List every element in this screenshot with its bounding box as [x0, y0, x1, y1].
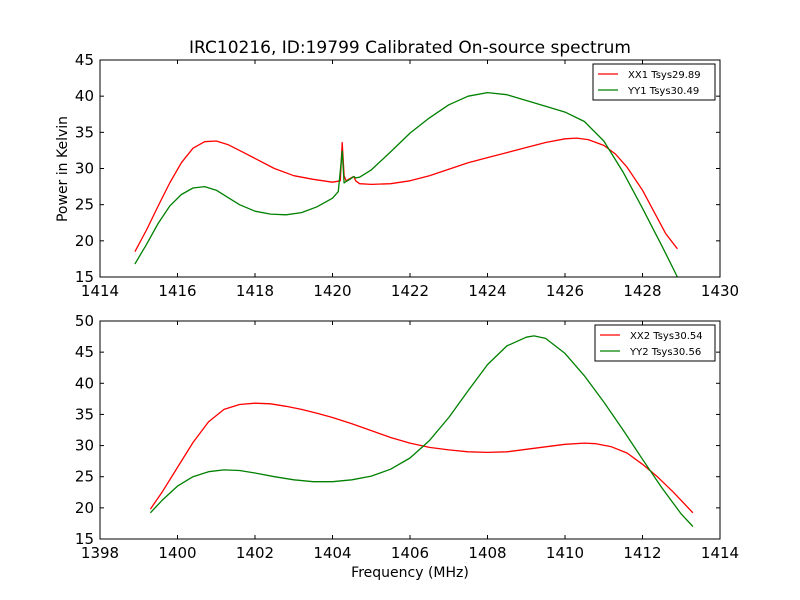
legend-box — [594, 324, 716, 362]
x-tick-label: 1416 — [158, 282, 196, 300]
x-axis-label-bottom: Frequency (MHz) — [351, 565, 469, 581]
legend-label: XX1 Tsys29.89 — [628, 70, 701, 81]
y-tick-label: 20 — [75, 232, 94, 250]
y-tick-label: 15 — [75, 530, 94, 548]
y-tick-label: 40 — [75, 87, 94, 105]
y-tick-label: 45 — [75, 51, 94, 69]
x-tick-label: 1414 — [701, 544, 739, 562]
x-tick-label: 1402 — [236, 544, 274, 562]
x-tick-label: 1418 — [236, 282, 274, 300]
y-tick-label: 45 — [75, 343, 94, 361]
x-tick-label: 1424 — [468, 282, 506, 300]
x-tick-label: 1420 — [313, 282, 351, 300]
legend-label: XX2 Tsys30.54 — [630, 331, 703, 342]
y-axis-label-top: Power in Kelvin — [55, 116, 71, 222]
x-tick-label: 1404 — [313, 544, 351, 562]
x-tick-label: 1414 — [81, 282, 119, 300]
y-tick-label: 15 — [75, 268, 94, 286]
legend-box — [592, 63, 716, 101]
chart-panels: 1414 1416 1418 1420 1422 1424 1426 1428 1430 15 20… — [75, 51, 739, 562]
legend-label: YY1 Tsys30.49 — [627, 86, 699, 97]
y-tick-label: 35 — [75, 123, 94, 141]
x-tick-label: 1410 — [546, 544, 584, 562]
series-line-yy1 — [134, 91, 678, 277]
y-tick-label: 30 — [75, 160, 94, 178]
series-line-xx2 — [149, 402, 694, 514]
panel-2: 1398 1400 1402 1404 1406 1408 1410 1412 1414 15 20… — [75, 312, 739, 562]
x-tick-label: 1422 — [391, 282, 429, 300]
y-tick-label: 25 — [75, 468, 94, 486]
x-tick-label: 1430 — [701, 282, 739, 300]
y-tick-label: 50 — [75, 312, 94, 330]
series-line-xx1 — [134, 137, 678, 253]
x-tick-label: 1398 — [81, 544, 119, 562]
x-tick-label: 1406 — [391, 544, 429, 562]
y-tick-label: 30 — [75, 437, 94, 455]
x-tick-label: 1408 — [468, 544, 506, 562]
legend-label: YY2 Tsys30.56 — [629, 347, 701, 358]
panel-1: 1414 1416 1418 1420 1422 1424 1426 1428 1430 15 20… — [75, 51, 739, 300]
x-tick-label: 1400 — [158, 544, 196, 562]
y-tick-label: 40 — [75, 374, 94, 392]
x-tick-label: 1428 — [623, 282, 661, 300]
series-line-yy2 — [149, 335, 694, 527]
x-tick-label: 1426 — [546, 282, 584, 300]
y-tick-label: 35 — [75, 405, 94, 423]
x-tick-label: 1412 — [623, 544, 661, 562]
legend: XX2 Tsys30.54 YY2 Tsys30.56 — [594, 324, 716, 362]
y-tick-label: 20 — [75, 499, 94, 517]
legend: XX1 Tsys29.89 YY1 Tsys30.49 — [592, 63, 716, 101]
y-tick-label: 25 — [75, 196, 94, 214]
chart-title: IRC10216, ID:19799 Calibrated On-source … — [189, 38, 631, 58]
